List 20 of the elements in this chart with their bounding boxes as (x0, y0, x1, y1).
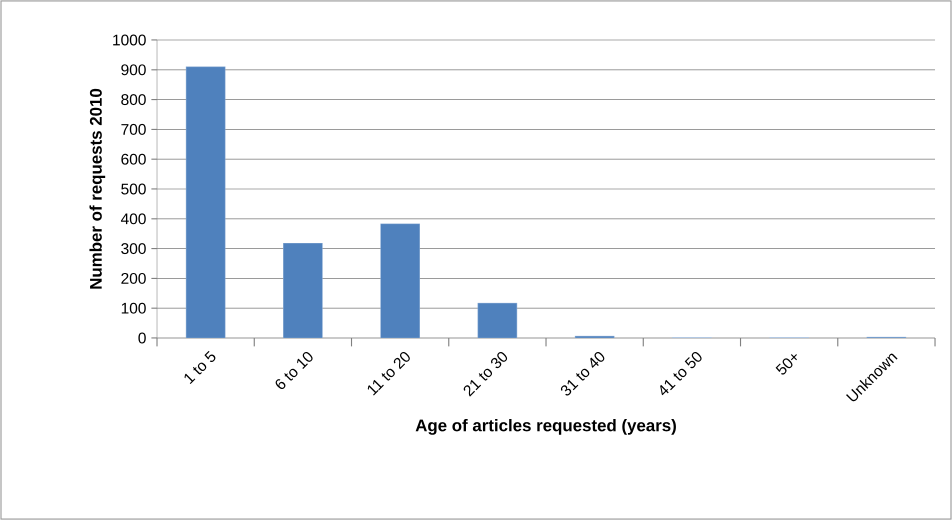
y-tick-label: 300 (121, 243, 146, 254)
y-tick-label: 400 (120, 213, 146, 224)
x-tick-label: 50+ (776, 354, 797, 375)
y-tick-label: 1000 (113, 34, 146, 46)
x-axis-title: Age of articles requested (years) (416, 419, 676, 435)
x-tick-label: 21 to 30 (464, 352, 508, 397)
y-tick-label: 600 (121, 154, 146, 165)
y-axis-title: Number of requests 2010 (89, 88, 106, 289)
y-tick-label: 200 (121, 272, 146, 284)
x-tick-label: 6 to 10 (276, 352, 313, 390)
y-tick-label: 900 (121, 64, 146, 76)
x-tick-label: 41 to 50 (660, 352, 702, 396)
y-tick-label: 500 (121, 184, 146, 194)
y-tick-label: 800 (121, 94, 146, 106)
x-tick-label: 1 to 5 (184, 350, 216, 384)
x-tick-label: 31 to 40 (560, 352, 604, 396)
y-tick-label: 0 (138, 332, 146, 344)
y-tick-label: 100 (122, 302, 146, 314)
y-tick-label: 700 (121, 124, 146, 135)
x-tick-label: 11 to 20 (368, 352, 410, 396)
